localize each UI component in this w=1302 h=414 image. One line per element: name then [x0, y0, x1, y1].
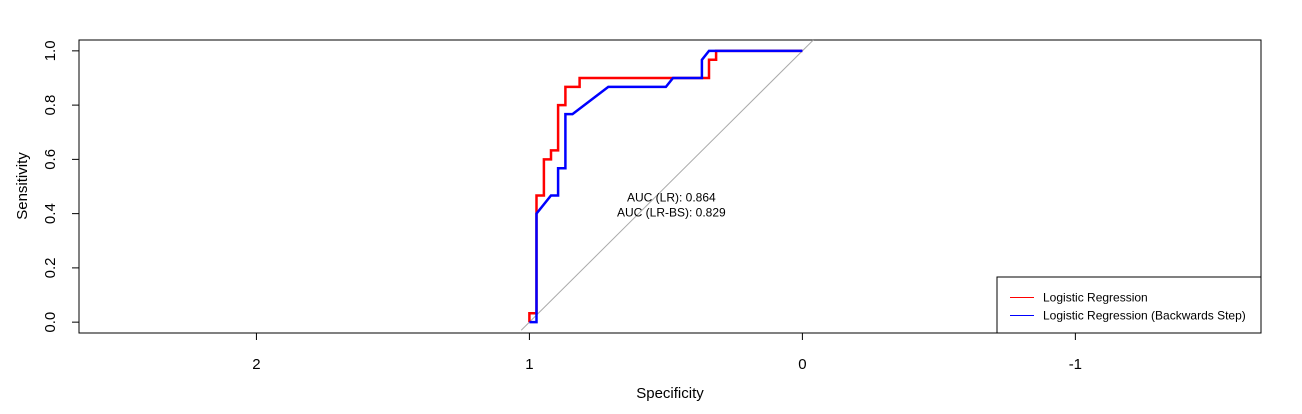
y-tick-label: 0.8 — [42, 95, 59, 116]
y-tick-label: 0.0 — [42, 312, 59, 333]
legend-label-lr: Logistic Regression — [1043, 291, 1148, 305]
y-tick-label: 0.6 — [42, 149, 59, 170]
y-tick-label: 0.2 — [42, 257, 59, 278]
x-tick-label: 1 — [525, 356, 533, 373]
legend-label-lr-bs: Logistic Regression (Backwards Step) — [1043, 309, 1246, 323]
diagonal-reference-line — [520, 39, 814, 331]
x-axis-label: Specificity — [636, 385, 704, 402]
series-layer — [528, 49, 803, 324]
reference-line-layer — [520, 39, 814, 331]
series-line-lr-bs — [529, 49, 803, 324]
series-line-lr — [528, 49, 803, 323]
auc-lr-bs-annotation: AUC (LR-BS): 0.829 — [617, 205, 726, 219]
auc-lr-annotation: AUC (LR): 0.864 — [627, 190, 716, 204]
legend: Logistic Regression Logistic Regression … — [996, 276, 1262, 334]
y-axis-label: Sensitivity — [14, 152, 31, 220]
x-tick-label: 0 — [798, 356, 806, 373]
x-axis: 2 1 0 -1 — [252, 332, 1082, 373]
y-tick-label: 0.4 — [42, 203, 59, 224]
x-tick-label: -1 — [1069, 356, 1082, 373]
legend-box — [996, 276, 1262, 334]
y-axis: 0.0 0.2 0.4 0.6 0.8 1.0 — [42, 40, 80, 333]
y-tick-label: 1.0 — [42, 40, 59, 61]
x-tick-label: 2 — [252, 356, 260, 373]
